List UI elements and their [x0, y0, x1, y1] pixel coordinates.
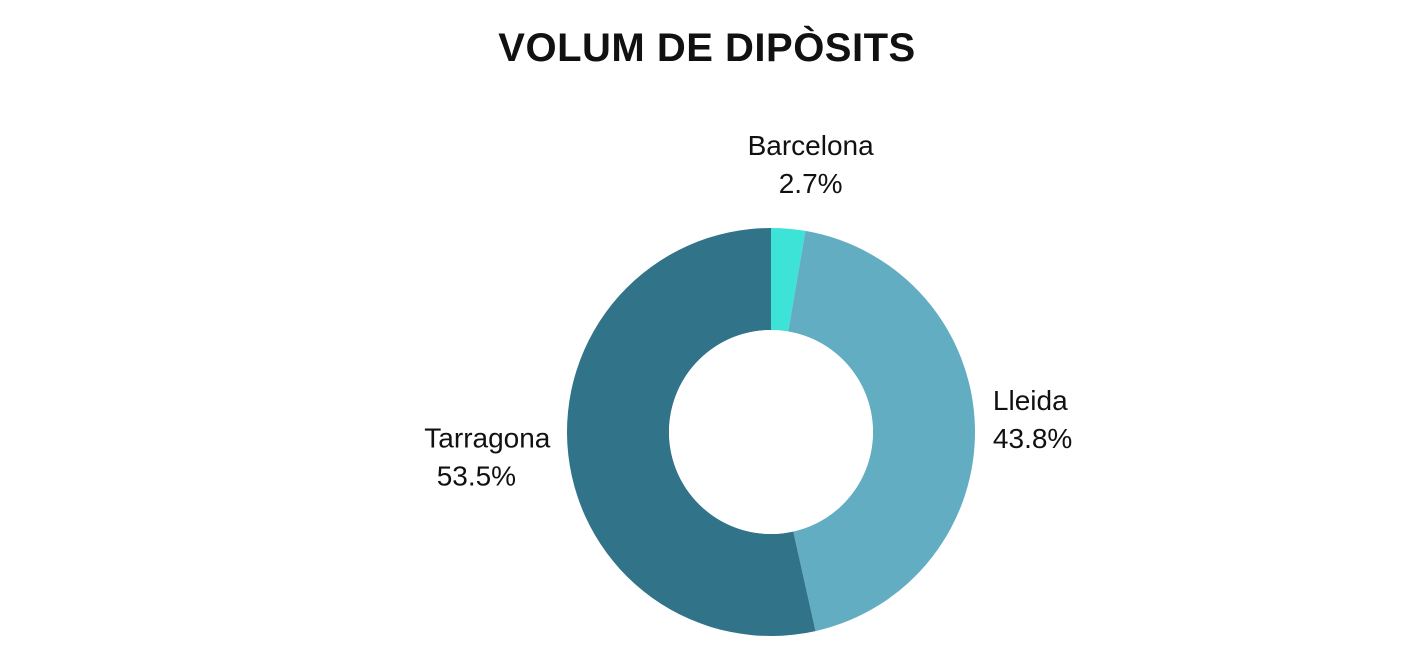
- chart-title: VOLUM DE DIPÒSITS: [498, 26, 916, 70]
- slice-value-lleida: 43.8%: [993, 423, 1072, 454]
- slice-value-tarragona: 53.5%: [437, 460, 516, 491]
- slice-value-barcelona: 2.7%: [779, 168, 843, 199]
- slice-lleida: [788, 230, 976, 632]
- slice-label-barcelona: Barcelona: [748, 130, 875, 161]
- slice-labels: Barcelona 2.7% Lleida 43.8% Tarragona 53.5%: [424, 130, 1072, 492]
- slice-tarragona: [567, 228, 816, 636]
- slice-label-lleida: Lleida: [993, 385, 1068, 416]
- slice-barcelona: [771, 228, 806, 332]
- donut-hole: [669, 330, 873, 534]
- slice-label-tarragona: Tarragona: [424, 422, 551, 453]
- donut-slices: [567, 228, 976, 636]
